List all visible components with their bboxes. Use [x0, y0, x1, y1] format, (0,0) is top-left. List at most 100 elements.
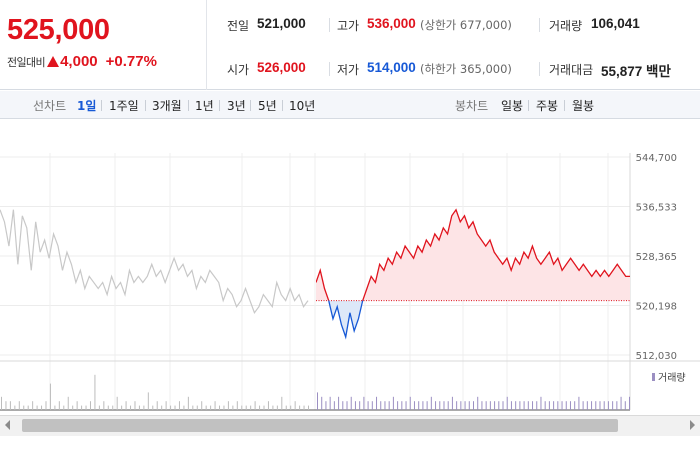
scroll-left-arrow-icon[interactable]: [5, 420, 10, 430]
volume-bar-previous: [174, 405, 176, 410]
current-session-line-up: [316, 208, 630, 301]
volume-bar-current: [502, 401, 504, 410]
volume-bar-previous: [5, 401, 7, 410]
volume-bar-current: [510, 401, 512, 410]
volume-bar-current: [426, 401, 428, 410]
volume-bar-previous: [232, 405, 234, 410]
tab-divider: [564, 100, 565, 111]
volume-bar-current: [494, 401, 496, 410]
lower-limit: (하한가 365,000): [420, 62, 512, 76]
volume-bar-current: [582, 401, 584, 410]
volume-bar-current: [338, 396, 340, 410]
volume-bar-current: [578, 396, 580, 410]
volume-bar-previous: [103, 401, 105, 410]
volume-bar-previous: [227, 401, 229, 410]
volume-bar-current: [451, 396, 453, 410]
scroll-right-arrow-icon[interactable]: [690, 420, 695, 430]
volume-bar-current: [409, 396, 411, 410]
volume-value: 106,041: [591, 16, 640, 31]
volume-bar-current: [485, 401, 487, 410]
volume-bar-current: [376, 396, 378, 410]
volume-bar-current: [380, 401, 382, 410]
volume-bar-previous: [143, 405, 145, 410]
y-tick-label: 544,700: [636, 153, 677, 164]
volume-bar-previous: [32, 401, 34, 410]
current-price-box: 525,000 전일대비 4,000 +0.77%: [0, 0, 207, 90]
high-label: 고가: [337, 19, 360, 33]
volume-bar-current: [569, 401, 571, 410]
volume-bar-previous: [14, 405, 16, 410]
current-price: 525,000: [7, 14, 110, 46]
volume-bar-previous: [236, 401, 238, 410]
tab-3m[interactable]: 3개월: [152, 99, 182, 113]
volume-bar-previous: [1, 396, 2, 410]
divider: [329, 18, 330, 32]
volume-bar-current: [329, 396, 331, 410]
tab-divider: [188, 100, 189, 111]
volume-bar-previous: [245, 405, 247, 410]
volume-bar-current: [616, 401, 618, 410]
tab-10y[interactable]: 10년: [289, 99, 316, 113]
low-label: 저가: [337, 63, 360, 77]
trade-value-label: 거래대금: [549, 63, 594, 77]
volume-bar-previous: [89, 401, 91, 410]
volume-bar-current: [346, 401, 348, 410]
tab-1y[interactable]: 1년: [195, 99, 214, 113]
volume-bar-previous: [161, 405, 163, 410]
volume-bar-previous: [178, 401, 180, 410]
tab-1d[interactable]: 1일: [77, 99, 97, 113]
volume-bar-previous: [45, 401, 47, 410]
volume-bar-previous: [138, 405, 140, 410]
candle-chart-title: 봉차트: [455, 99, 489, 113]
volume-bar-previous: [116, 396, 118, 410]
price-change: 전일대비 4,000 +0.77%: [7, 53, 157, 70]
volume-bar-previous: [147, 392, 149, 410]
tab-weekly-candle[interactable]: 주봉: [536, 99, 559, 113]
scroll-thumb[interactable]: [22, 419, 618, 432]
volume-bar-current: [536, 401, 538, 410]
volume-bar-current: [388, 401, 390, 410]
tab-5y[interactable]: 5년: [258, 99, 277, 113]
tab-monthly-candle[interactable]: 월봉: [572, 99, 595, 113]
volume-bar-previous: [165, 401, 167, 410]
volume-bar-previous: [36, 405, 38, 410]
prev-close-value: 521,000: [257, 16, 306, 31]
volume-bar-current: [359, 401, 361, 410]
volume-bar-current: [317, 392, 318, 410]
change-label: 전일대비: [7, 56, 46, 69]
volume-bar-previous: [250, 405, 252, 410]
tab-3y[interactable]: 3년: [227, 99, 246, 113]
volume-bar-current: [565, 401, 567, 410]
low-value: 514,000: [367, 60, 416, 75]
volume-bar-previous: [214, 401, 216, 410]
volume-bar-current: [435, 401, 437, 410]
volume-bar-previous: [63, 405, 65, 410]
volume-bar-previous: [276, 405, 278, 410]
divider: [539, 18, 540, 32]
y-tick-label: 528,365: [636, 252, 677, 263]
open-value: 526,000: [257, 60, 306, 75]
volume-bar-current: [321, 396, 323, 410]
volume-bar-current: [574, 401, 576, 410]
volume-bar-previous: [219, 405, 221, 410]
volume-bar-previous: [285, 405, 287, 410]
tab-1w[interactable]: 1주일: [109, 99, 139, 113]
volume-bar-previous: [201, 401, 203, 410]
volume-bar-current: [439, 401, 441, 410]
volume-bar-current: [498, 401, 500, 410]
tab-daily-candle[interactable]: 일봉: [501, 99, 524, 113]
chart-scrollbar[interactable]: [0, 415, 700, 436]
volume-bar-previous: [205, 405, 207, 410]
volume-bar-previous: [72, 405, 74, 410]
volume-bar-previous: [58, 401, 60, 410]
y-tick-label: 536,533: [636, 203, 677, 214]
volume-bar-current: [591, 401, 593, 410]
volume-bar-current: [460, 401, 462, 410]
volume-bar-current: [397, 401, 399, 410]
up-triangle-icon: [47, 56, 60, 67]
volume-bar-current: [629, 396, 630, 410]
tab-divider: [282, 100, 283, 111]
volume-bar-current: [468, 401, 470, 410]
volume-bar-previous: [98, 405, 100, 410]
volume-bar-previous: [267, 401, 269, 410]
